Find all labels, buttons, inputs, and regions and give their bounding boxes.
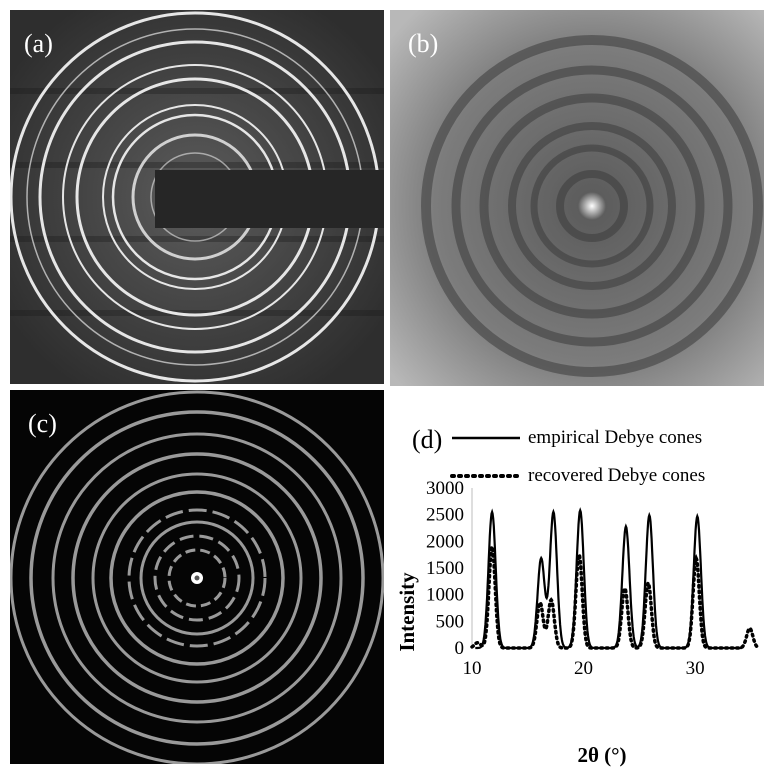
panel-a-image: (a)	[10, 10, 384, 384]
panel-c-rings	[10, 390, 384, 764]
y-tick-label: 0	[455, 638, 465, 659]
y-tick-label: 500	[436, 611, 465, 632]
series-line-recovered	[470, 541, 762, 650]
panel-b-rings	[421, 35, 763, 377]
panel-a-beamstop	[155, 170, 384, 228]
panel-d-chart: (d) empirical Debye cones recovered Deby…	[392, 390, 773, 771]
panel-d-label: (d)	[412, 425, 442, 454]
y-axis-ticks: 0 500 1000 1500 2000 2500 3000	[426, 478, 464, 659]
x-tick-label: 20	[574, 658, 593, 679]
legend-label-empirical: empirical Debye cones	[528, 427, 702, 448]
x-tick-label: 30	[686, 658, 705, 679]
panel-b-center-spot	[578, 192, 606, 220]
panel-b-label: (b)	[408, 29, 438, 58]
chart-legend: empirical Debye cones recovered Debye co…	[450, 427, 705, 486]
panel-a-label: (a)	[24, 29, 53, 58]
y-tick-label: 2000	[426, 531, 464, 552]
panel-a-module-bands	[10, 88, 384, 316]
panel-c-image: (c)	[10, 390, 384, 764]
legend-label-recovered: recovered Debye cones	[528, 465, 705, 486]
x-tick-label: 10	[463, 658, 482, 679]
series-line-empirical	[475, 507, 742, 650]
panel-b-image: (b)	[390, 10, 764, 386]
y-axis-title: Intensity	[395, 572, 419, 652]
y-tick-label: 1500	[426, 558, 464, 579]
y-tick-label: 2500	[426, 505, 464, 526]
plot-lines	[470, 507, 762, 650]
x-axis-ticks: 10 20 30	[463, 658, 705, 679]
panel-c-label: (c)	[28, 409, 57, 438]
x-axis-title: 2θ (°)	[577, 743, 626, 767]
y-tick-label: 3000	[426, 478, 464, 499]
y-tick-label: 1000	[426, 585, 464, 606]
